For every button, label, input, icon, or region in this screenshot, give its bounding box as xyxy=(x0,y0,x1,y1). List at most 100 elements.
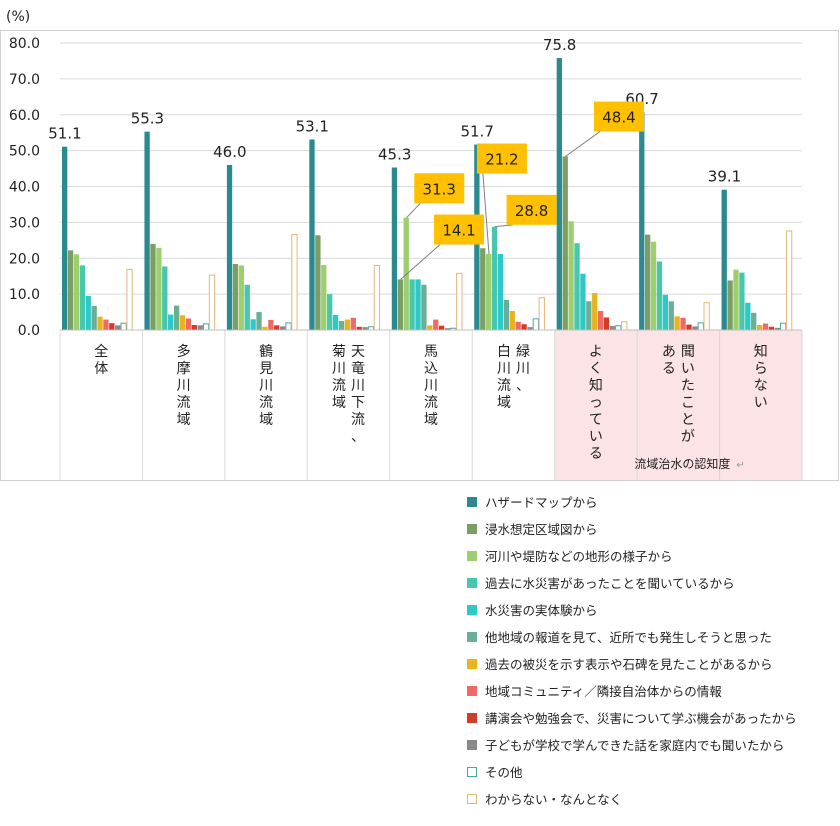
legend-item: 地域コミュニティ／隣接自治体からの情報 xyxy=(467,677,837,704)
bar-9-8 xyxy=(686,324,692,330)
bar-9-5 xyxy=(438,325,445,330)
bar-5-5 xyxy=(415,279,421,330)
bar-5-6 xyxy=(497,253,504,330)
category-label-char: 見 xyxy=(259,361,273,377)
bar-9-2 xyxy=(191,324,197,330)
category-label-char: 多 xyxy=(177,343,191,360)
bar-3-2 xyxy=(156,247,162,330)
bar-7-2 xyxy=(179,315,186,330)
category-label-char: 全 xyxy=(94,343,108,360)
bar-4-5 xyxy=(409,279,415,330)
legend-label: 地域コミュニティ／隣接自治体からの情報 xyxy=(485,684,722,699)
bar-8-4 xyxy=(350,317,356,330)
category-label-char: 、 xyxy=(516,378,530,394)
legend-swatch xyxy=(467,577,477,588)
y-tick-label: 10.0 xyxy=(9,287,40,303)
legend-swatch xyxy=(467,631,477,642)
bar-1-3 xyxy=(226,164,233,330)
callout-box xyxy=(434,214,485,245)
callout-label: 31.3 xyxy=(423,180,456,198)
category-label-char: 川 xyxy=(177,378,191,394)
bar-10-4 xyxy=(362,327,368,330)
bar-2-9 xyxy=(727,280,733,330)
bar-6-4 xyxy=(338,321,345,330)
category-label-char: こ xyxy=(681,395,695,411)
category-label-char: 、 xyxy=(351,429,365,445)
bar-2-4 xyxy=(315,235,321,330)
bar-4-7 xyxy=(574,243,580,330)
bar-6-8 xyxy=(668,301,674,330)
category-label-char: 域 xyxy=(259,412,273,428)
category-label-char: い xyxy=(754,395,768,411)
data-label: 75.8 xyxy=(543,36,576,54)
bar-12-8 xyxy=(703,302,710,331)
bar-8-6 xyxy=(515,321,521,330)
bar-1-7 xyxy=(556,58,562,330)
callout-box xyxy=(506,194,557,225)
bar-10-9 xyxy=(774,327,780,330)
chart-frame xyxy=(0,30,839,481)
bar-1-2 xyxy=(144,131,150,330)
legend-swatch xyxy=(467,685,477,696)
legend-swatch xyxy=(467,766,477,777)
category-label-char: 天 xyxy=(351,344,365,360)
bar-6-6 xyxy=(503,299,510,330)
legend-label: 河川や堤防などの地形の様子から xyxy=(485,549,673,564)
legend-swatch xyxy=(467,523,477,534)
bar-12-4 xyxy=(373,264,381,331)
legend-swatch xyxy=(467,496,477,507)
bar-7-6 xyxy=(509,310,515,330)
bar-11-8 xyxy=(697,322,704,331)
bar-2-8 xyxy=(645,234,651,330)
y-tick-label: 40.0 xyxy=(9,180,40,196)
bar-3-3 xyxy=(238,265,244,330)
bar-10-7 xyxy=(609,326,616,330)
category-label-char: た xyxy=(681,378,695,394)
bar-3-4 xyxy=(321,265,327,330)
bar-3-6 xyxy=(486,253,492,330)
bar-9-1 xyxy=(109,323,115,330)
bar-12-6 xyxy=(538,297,545,331)
legend-swatch xyxy=(467,739,477,750)
category-label-char: 竜 xyxy=(351,360,365,377)
bar-8-7 xyxy=(597,310,604,330)
bar-7-3 xyxy=(262,326,268,330)
bar-2-2 xyxy=(150,243,156,330)
bar-1-5 xyxy=(391,167,398,330)
category-label-char: 流 xyxy=(259,395,273,411)
category-label-char: 川 xyxy=(351,378,365,394)
data-label: 46.0 xyxy=(213,143,246,161)
category-label-char: あ xyxy=(662,344,676,360)
bar-8-1 xyxy=(103,319,109,330)
category-label-char: る xyxy=(589,446,603,462)
category-label-char: 流 xyxy=(497,378,511,394)
category-label-char: 鶴 xyxy=(259,343,273,360)
bar-9-4 xyxy=(356,326,362,330)
y-tick-label: 70.0 xyxy=(9,72,40,88)
bar-4-6 xyxy=(491,226,498,330)
category-label-char: 聞 xyxy=(681,344,695,360)
legend-item: 講演会や勉強会で、災害について学ぶ機会があったから xyxy=(467,704,837,731)
category-label: 全体 xyxy=(94,343,108,377)
data-label: 55.3 xyxy=(131,110,164,128)
callout-label: 48.4 xyxy=(602,109,635,127)
bar-11-7 xyxy=(615,325,622,331)
data-label: 51.1 xyxy=(48,125,81,143)
category-label-char: 知 xyxy=(754,343,768,360)
legend-label: ハザードマップから xyxy=(485,495,598,510)
callout-leader xyxy=(400,244,441,280)
category-label-char: 摩 xyxy=(177,360,191,377)
category-label-char: 菊 xyxy=(332,344,346,360)
bar-4-4 xyxy=(327,294,333,330)
legend-swatch xyxy=(467,604,477,615)
category-label-char: て xyxy=(589,412,603,428)
callout-label: 14.1 xyxy=(442,222,475,240)
bar-2-7 xyxy=(562,156,568,330)
category-label-char: く xyxy=(589,361,603,377)
